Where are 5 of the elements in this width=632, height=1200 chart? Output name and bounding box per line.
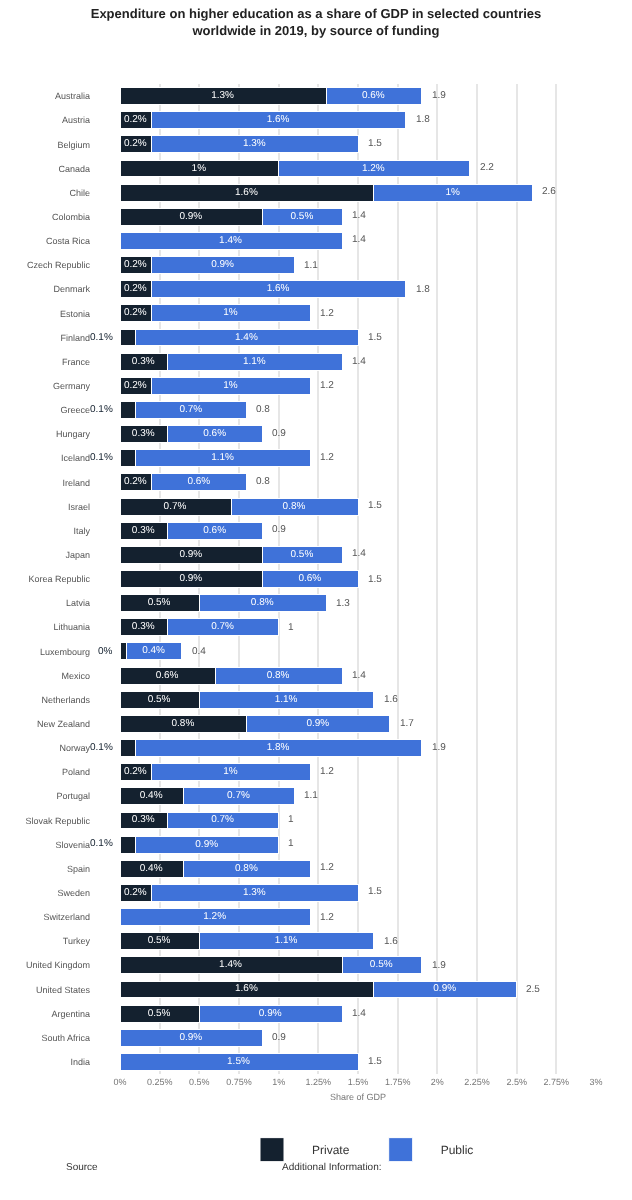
bar [125,642,183,661]
bar [120,908,311,926]
bar [120,1052,359,1071]
bar [120,1028,264,1047]
bar [120,232,343,250]
